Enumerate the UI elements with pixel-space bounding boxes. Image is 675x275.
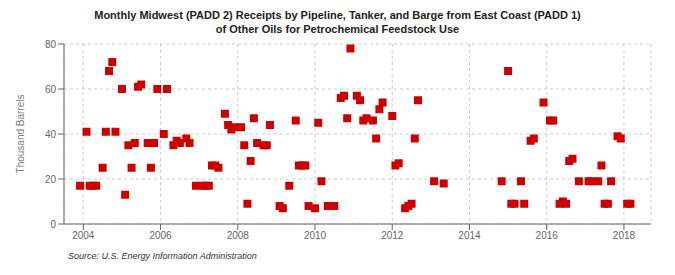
- svg-text:2018: 2018: [613, 230, 636, 241]
- html-text:of Other Oils for Petrochemica: of Other Oils for Petrochemical Feedstoc…: [215, 23, 460, 35]
- svg-text:2014: 2014: [458, 230, 481, 241]
- svg-text:2012: 2012: [381, 230, 404, 241]
- svg-text:2010: 2010: [304, 230, 327, 241]
- svg-text:40: 40: [45, 129, 57, 140]
- svg-text:60: 60: [45, 84, 57, 95]
- svg-text:20: 20: [45, 174, 57, 185]
- svg-text:0: 0: [50, 219, 56, 230]
- svg-text:2016: 2016: [536, 230, 559, 241]
- svg-text:Thousand Barrels: Thousand Barrels: [15, 95, 26, 174]
- svg-text:2004: 2004: [72, 230, 95, 241]
- svg-text:2008: 2008: [227, 230, 250, 241]
- html-text:Source: U.S. Energy Informatio: Source: U.S. Energy Information Administ…: [68, 251, 257, 261]
- svg-text:2006: 2006: [149, 230, 172, 241]
- svg-text:80: 80: [45, 39, 57, 50]
- html-text:Monthly Midwest (PADD 2) Recei: Monthly Midwest (PADD 2) Receipts by Pip…: [94, 9, 581, 21]
